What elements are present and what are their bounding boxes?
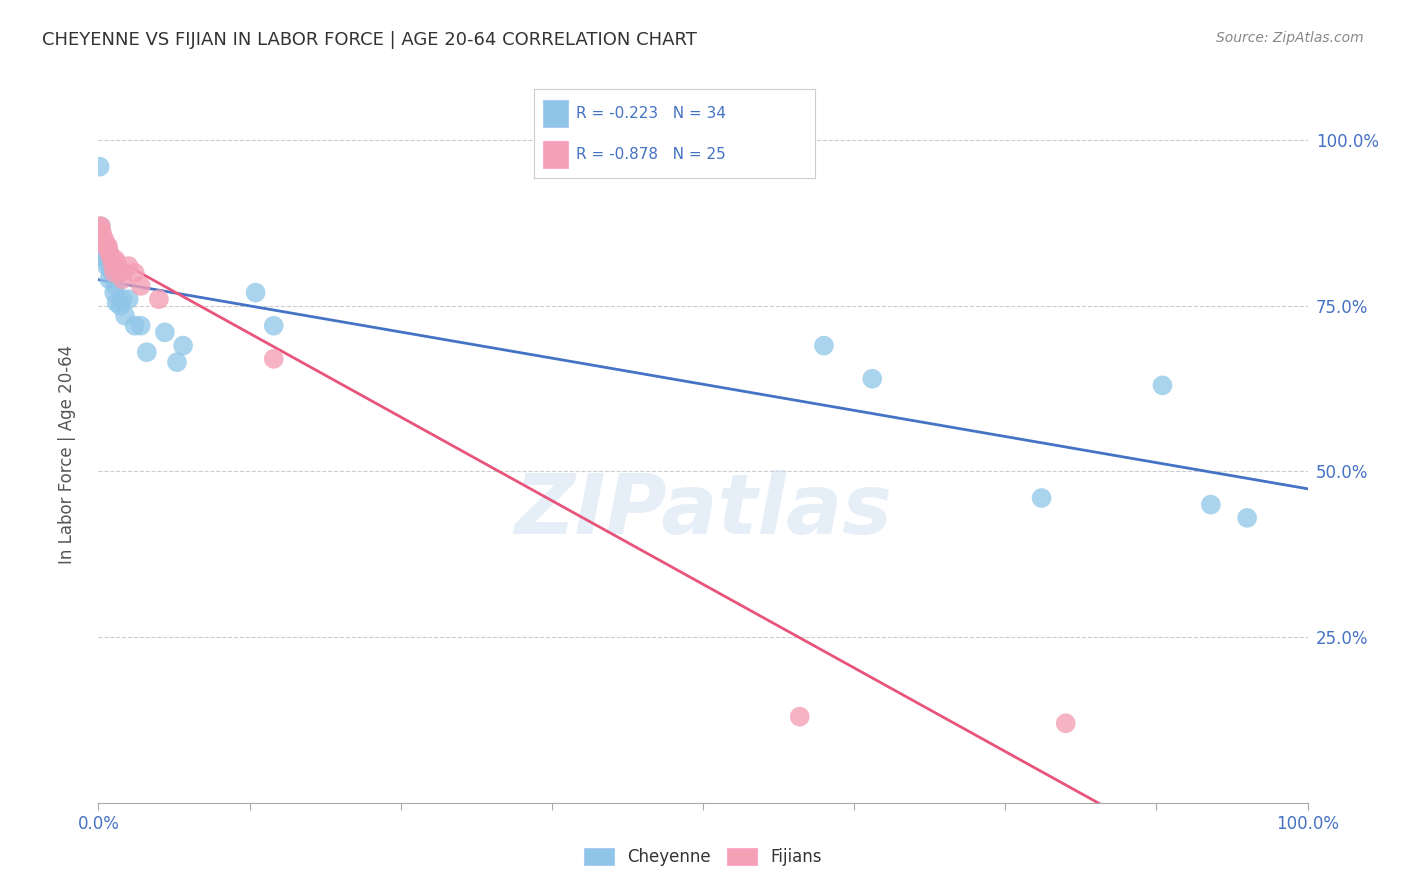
- Point: [98, 272, 121, 286]
- Point: [101, 266, 124, 280]
- Point: [263, 318, 285, 333]
- Point: [105, 295, 128, 310]
- Point: [124, 266, 146, 280]
- Text: R = -0.878   N = 25: R = -0.878 N = 25: [576, 147, 727, 161]
- Point: [91, 249, 114, 263]
- Point: [89, 219, 111, 234]
- Point: [93, 239, 115, 253]
- Point: [103, 285, 125, 300]
- Point: [114, 309, 136, 323]
- Text: CHEYENNE VS FIJIAN IN LABOR FORCE | AGE 20-64 CORRELATION CHART: CHEYENNE VS FIJIAN IN LABOR FORCE | AGE …: [42, 31, 697, 49]
- Text: ZIPatlas: ZIPatlas: [515, 470, 891, 551]
- Point: [1199, 498, 1222, 512]
- Point: [108, 299, 131, 313]
- Point: [124, 318, 146, 333]
- Point: [94, 252, 117, 267]
- Point: [101, 259, 124, 273]
- Point: [172, 338, 194, 352]
- Point: [97, 243, 120, 257]
- Point: [94, 239, 117, 253]
- Point: [1054, 716, 1077, 731]
- Point: [90, 219, 112, 234]
- Y-axis label: In Labor Force | Age 20-64: In Labor Force | Age 20-64: [58, 345, 76, 565]
- Point: [105, 256, 128, 270]
- Point: [153, 326, 176, 340]
- Point: [166, 355, 188, 369]
- Point: [263, 351, 285, 366]
- Point: [129, 279, 152, 293]
- Point: [1031, 491, 1053, 505]
- Point: [104, 252, 127, 267]
- Text: Source: ZipAtlas.com: Source: ZipAtlas.com: [1216, 31, 1364, 45]
- Point: [96, 259, 118, 273]
- Bar: [543, 100, 568, 127]
- Point: [98, 245, 121, 260]
- Point: [118, 259, 141, 273]
- Text: R = -0.223   N = 34: R = -0.223 N = 34: [576, 106, 727, 120]
- Point: [789, 709, 811, 723]
- Point: [118, 292, 141, 306]
- Point: [100, 262, 122, 277]
- Point: [100, 259, 122, 273]
- Point: [103, 266, 125, 280]
- Point: [93, 233, 115, 247]
- Point: [108, 266, 131, 280]
- Point: [129, 318, 152, 333]
- Point: [107, 259, 129, 273]
- Point: [135, 345, 157, 359]
- Point: [91, 233, 114, 247]
- Point: [91, 226, 114, 240]
- Bar: [543, 141, 568, 168]
- Legend: Cheyenne, Fijians: Cheyenne, Fijians: [575, 840, 831, 875]
- Point: [97, 239, 120, 253]
- Point: [100, 249, 122, 263]
- Point: [1236, 511, 1258, 525]
- Point: [89, 160, 111, 174]
- Point: [245, 285, 267, 300]
- Point: [111, 292, 134, 306]
- Point: [1152, 378, 1174, 392]
- Point: [860, 372, 883, 386]
- Point: [91, 243, 114, 257]
- Point: [100, 252, 122, 267]
- Point: [148, 292, 170, 306]
- Point: [96, 239, 118, 253]
- Point: [104, 279, 127, 293]
- Point: [90, 219, 112, 234]
- Point: [111, 272, 134, 286]
- Point: [813, 338, 835, 352]
- Point: [107, 266, 129, 280]
